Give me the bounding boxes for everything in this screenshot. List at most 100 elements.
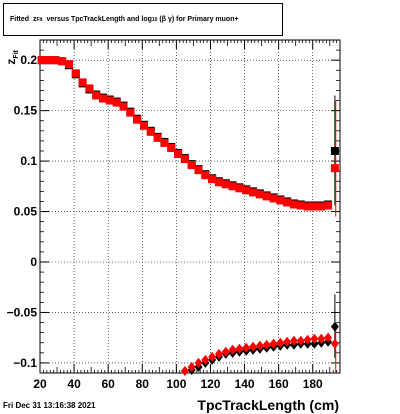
x-tick-label: 140: [235, 377, 255, 391]
x-tick-label: 40: [67, 377, 81, 391]
data-point-square: [330, 147, 339, 155]
data-point-square: [126, 108, 135, 117]
x-tick-label: 180: [303, 377, 323, 391]
axis-ticks: [39, 40, 340, 373]
footer-date: Fri Dec 31 13:16:38 2021: [3, 401, 96, 410]
data-point-diamond: [187, 361, 196, 372]
data-point-diamond: [303, 334, 312, 345]
data-point-diamond: [214, 348, 223, 359]
x-tick-label: 80: [136, 377, 150, 391]
y-label-main: z: [4, 59, 18, 65]
x-axis-label: TpcTrackLength (cm): [197, 397, 339, 413]
data-point-diamond: [201, 354, 210, 365]
data-point-square: [255, 190, 264, 199]
data-point-square: [235, 184, 244, 193]
data-point-square: [112, 98, 121, 107]
data-point-square: [283, 198, 292, 207]
y-tick-label: 0: [30, 255, 37, 269]
data-point-diamond: [296, 335, 305, 346]
data-point-square: [71, 69, 80, 78]
title-paren: (β γ): [159, 16, 175, 23]
data-point-diamond: [228, 344, 237, 355]
title-log-sub: 10: [151, 16, 158, 23]
title-prefix: Fitted: [10, 16, 30, 23]
data-point-square: [269, 194, 278, 203]
data-point-square: [228, 182, 237, 191]
data-point-diamond: [324, 332, 333, 343]
data-point-square: [174, 150, 183, 159]
data-point-square: [44, 56, 53, 65]
data-point-square: [310, 202, 319, 211]
data-point-diamond: [310, 333, 319, 344]
data-point-square: [119, 102, 128, 111]
data-point-square: [194, 166, 203, 175]
title-z-sub: Fit: [36, 16, 43, 23]
data-marks: [37, 56, 339, 376]
data-point-square: [330, 164, 339, 173]
data-point-diamond: [235, 343, 244, 354]
data-point-square: [99, 94, 108, 103]
x-tick-label: 20: [33, 377, 47, 391]
data-point-square: [242, 186, 251, 195]
data-point-square: [201, 171, 210, 180]
data-point-diamond: [330, 321, 339, 332]
data-point-square: [146, 127, 155, 136]
data-point-diamond: [194, 357, 203, 368]
y-tick-label: −0.05: [7, 305, 38, 319]
data-point-square: [139, 121, 148, 130]
data-point-diamond: [330, 338, 339, 349]
y-tick-label: 0.1: [20, 154, 37, 168]
data-point-square: [221, 180, 230, 189]
data-point-diamond: [262, 339, 271, 350]
data-point-square: [180, 155, 189, 164]
data-point-square: [51, 56, 60, 65]
title-suffix: for Primary muon+: [176, 16, 239, 23]
chart-title: Fitted z Fit versus TpcTrackLength and lo…: [3, 3, 283, 36]
data-point-square: [167, 143, 176, 152]
y-tick-label: 0.15: [14, 104, 38, 118]
grid-lines: [40, 40, 340, 373]
y-label-sub: Fit: [13, 49, 20, 58]
y-axis-label: zFit: [4, 49, 20, 64]
data-point-square: [303, 202, 312, 211]
y-tick-label: 0.05: [14, 205, 38, 219]
data-point-square: [296, 201, 305, 210]
data-point-diamond: [269, 338, 278, 349]
data-point-square: [276, 196, 285, 205]
data-point-square: [153, 133, 162, 142]
data-point-diamond: [221, 346, 230, 357]
data-point-square: [324, 201, 333, 210]
data-point-square: [262, 192, 271, 201]
data-point-diamond: [249, 341, 258, 352]
data-point-diamond: [242, 342, 251, 353]
data-point-diamond: [276, 337, 285, 348]
x-tick-label: 120: [200, 377, 220, 391]
x-tick-label: 60: [102, 377, 116, 391]
x-tick-label: 100: [166, 377, 186, 391]
data-point-square: [64, 60, 73, 69]
data-point-square: [37, 56, 46, 65]
title-middle: versus TpcTrackLength and log: [46, 16, 152, 23]
data-point-diamond: [255, 340, 264, 351]
data-point-square: [187, 161, 196, 170]
data-point-square: [289, 200, 298, 209]
data-point-square: [317, 202, 326, 211]
data-point-diamond: [317, 333, 326, 344]
data-point-square: [85, 84, 94, 93]
data-point-diamond: [310, 338, 319, 349]
data-point-square: [58, 57, 67, 66]
data-point-square: [92, 91, 101, 100]
data-point-diamond: [283, 336, 292, 347]
data-point-square: [105, 96, 114, 105]
title-z: z: [32, 16, 37, 23]
data-point-square: [160, 138, 169, 147]
data-point-diamond: [180, 365, 189, 376]
data-point-square: [133, 115, 142, 124]
x-tick-label: 160: [269, 377, 289, 391]
data-point-square: [208, 175, 217, 184]
data-point-diamond: [208, 351, 217, 362]
data-point-square: [78, 78, 87, 87]
data-point-diamond: [289, 335, 298, 346]
data-point-square: [214, 178, 223, 187]
